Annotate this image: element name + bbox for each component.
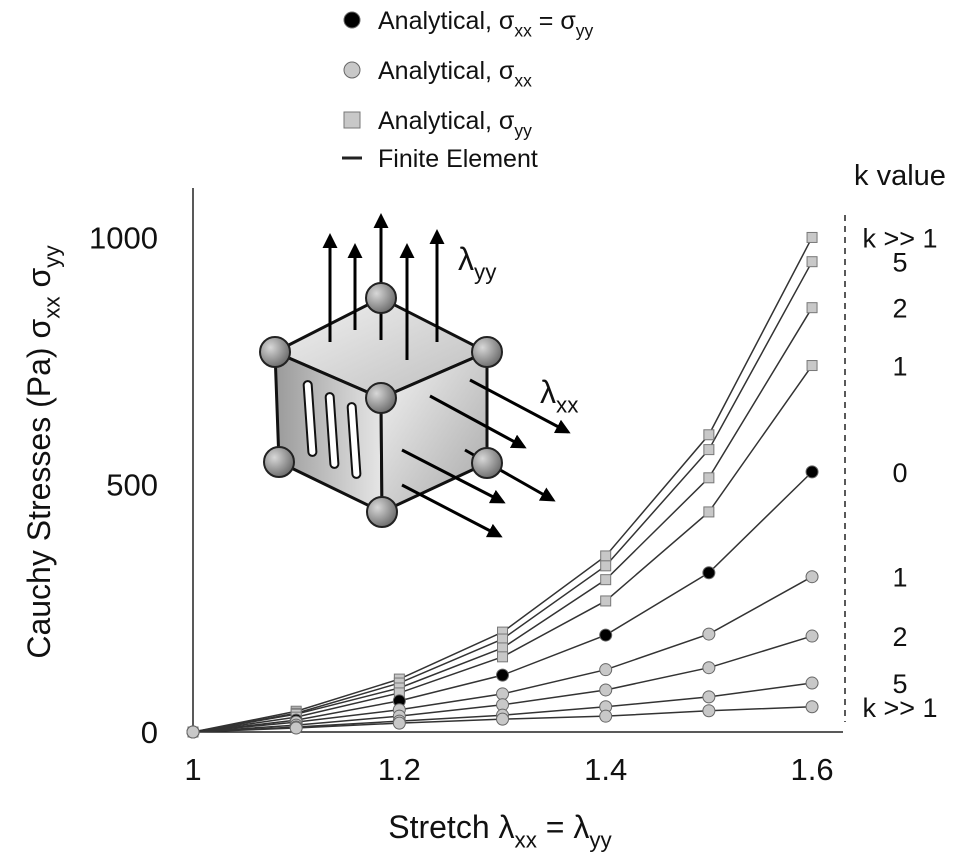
series-label: 2 xyxy=(892,294,907,324)
circle-marker xyxy=(599,683,613,697)
y-axis-title-sub: yy xyxy=(40,245,65,268)
series-label: 5 xyxy=(892,669,907,699)
y-tick-label: 0 xyxy=(141,715,158,750)
square-marker xyxy=(703,444,715,456)
series-label: 1 xyxy=(892,563,907,593)
legend-label: Analytical, σxx xyxy=(378,57,532,91)
circle-marker xyxy=(702,690,716,704)
circle-marker xyxy=(805,570,819,584)
x-axis-title-part: = λ xyxy=(537,809,589,845)
annotation: λxx xyxy=(540,374,578,418)
square-marker xyxy=(703,472,715,484)
circle-marker xyxy=(599,663,613,677)
series-label: 5 xyxy=(892,248,907,278)
square-marker xyxy=(497,651,509,663)
square-marker xyxy=(703,429,715,441)
circle-marker xyxy=(289,721,303,735)
legend-label-sub: xx xyxy=(514,21,532,41)
legend-label-part: = σ xyxy=(532,7,576,35)
series-label: k >> 1 xyxy=(862,223,937,253)
circle-marker xyxy=(702,661,716,675)
series-label: 1 xyxy=(892,352,907,382)
cube-inset xyxy=(259,213,571,538)
annotation-sub: xx xyxy=(556,393,578,418)
y-axis-title-part: σ xyxy=(21,268,57,297)
x-axis-title-sub: yy xyxy=(589,828,612,853)
circle-marker xyxy=(702,704,716,718)
x-axis-title: Stretch λxx = λyy xyxy=(388,809,612,853)
circle-marker xyxy=(702,627,716,641)
circle-marker xyxy=(805,700,819,714)
square-marker xyxy=(343,111,361,129)
annotation: λyy xyxy=(458,241,497,285)
series-label: k >> 1 xyxy=(862,693,937,723)
square-marker xyxy=(806,231,818,243)
legend-label-sub: xx xyxy=(514,71,532,91)
circle-marker xyxy=(343,61,361,79)
circle-marker xyxy=(805,629,819,643)
square-marker xyxy=(703,506,715,518)
circle-marker xyxy=(496,687,510,701)
circle-marker xyxy=(599,628,613,642)
circle-marker xyxy=(343,11,361,29)
circle-marker xyxy=(805,465,819,479)
circle-marker xyxy=(186,725,200,739)
x-axis-title-part: Stretch λ xyxy=(388,809,514,845)
y-tick-label: 500 xyxy=(106,468,158,503)
annotation-part: λ xyxy=(540,374,556,410)
legend-label-sub: yy xyxy=(576,21,594,41)
series-label: 0 xyxy=(892,458,907,488)
circle-marker xyxy=(496,668,510,682)
y-axis-title: Cauchy Stresses (Pa) σxx σyy xyxy=(21,245,65,659)
circle-marker xyxy=(599,709,613,723)
circle-marker xyxy=(702,566,716,580)
y-axis-title-sub: xx xyxy=(40,296,65,318)
x-tick-label: 1.4 xyxy=(584,752,627,787)
legend-label-part: Analytical, σ xyxy=(378,7,515,35)
annotation-part: λ xyxy=(458,241,474,277)
square-marker xyxy=(600,574,612,586)
x-axis-title-sub: xx xyxy=(515,828,537,853)
legend-label-sub: yy xyxy=(514,121,532,141)
x-tick-label: 1.6 xyxy=(790,752,833,787)
square-marker xyxy=(806,302,818,314)
legend-label-part: Analytical, σ xyxy=(378,107,515,135)
legend-label-part: Finite Element xyxy=(378,145,538,173)
legend-label: Analytical, σxx = σyy xyxy=(378,7,594,41)
circle-marker xyxy=(496,712,510,726)
legend-label: Finite Element xyxy=(378,145,538,173)
x-tick-label: 1 xyxy=(184,752,201,787)
square-marker xyxy=(600,560,612,572)
legend-label: Analytical, σyy xyxy=(378,107,532,141)
square-marker xyxy=(806,360,818,372)
square-marker xyxy=(600,595,612,607)
series-header: k value xyxy=(854,160,946,192)
circle-marker xyxy=(805,676,819,690)
square-marker xyxy=(806,256,818,268)
legend-label-part: Analytical, σ xyxy=(378,57,515,85)
y-tick-label: 1000 xyxy=(89,220,158,255)
y-axis-title-part: Cauchy Stresses (Pa) σ xyxy=(21,319,57,659)
annotation-sub: yy xyxy=(474,260,497,285)
x-tick-label: 1.2 xyxy=(378,752,421,787)
square-marker xyxy=(600,550,612,562)
series-label: 2 xyxy=(892,622,907,652)
circle-marker xyxy=(392,716,406,730)
